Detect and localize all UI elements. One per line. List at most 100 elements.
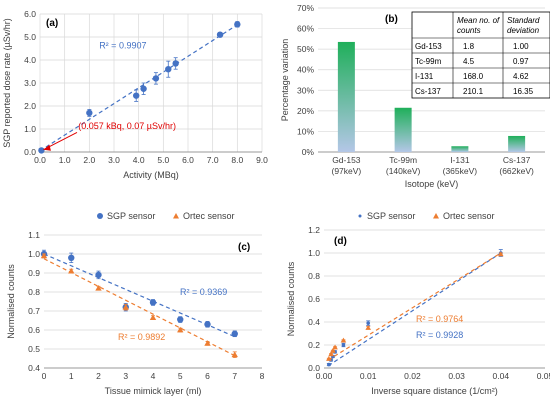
sgp-point [38, 147, 45, 154]
x-axis-label: Activity (MBq) [123, 170, 179, 180]
x-axis-label: Tissue mimick layer (ml) [105, 386, 202, 396]
ortec-point [498, 251, 504, 257]
x-tick-label: 4.0 [133, 155, 145, 165]
y-tick-label: 60% [297, 24, 314, 34]
x-tick-label: 1.0 [59, 155, 71, 165]
y-tick-label: 20% [297, 106, 314, 116]
annotation-text: (0.057 kBq, 0.07 µSv/hr) [78, 121, 176, 131]
x-tick-energy: (365keV) [443, 166, 478, 176]
y-tick-label: 0.8 [28, 287, 40, 297]
y-axis-label: Percentage variation [280, 39, 290, 122]
x-tick-label: Gd-153 [332, 155, 361, 165]
sgp-point [327, 362, 331, 367]
x-tick-label: 7 [232, 371, 237, 381]
trendline-ortec [43, 258, 236, 357]
x-tick-label: 0.02 [404, 371, 421, 381]
y-tick-label: 6.0 [24, 9, 36, 19]
r2-label-ortec: R² = 0.9892 [118, 332, 165, 342]
sgp-point [140, 85, 147, 92]
ortec-point [332, 344, 338, 350]
y-axis-label: Normalised counts [6, 264, 16, 339]
x-tick-label: 7.0 [207, 155, 219, 165]
x-tick-label: 6.0 [182, 155, 194, 165]
table-cell: 4.5 [463, 57, 475, 66]
y-tick-label: 0.2 [308, 340, 320, 350]
x-tick-label: 0.05 [537, 371, 550, 381]
r2-label-sgp: R² = 0.9928 [416, 330, 463, 340]
sgp-point [149, 299, 157, 306]
r2-label-sgp: R² = 0.9369 [180, 287, 227, 297]
table-cell: 168.0 [463, 72, 484, 81]
ortec-point [95, 285, 102, 291]
legend-ortec-marker [433, 213, 439, 219]
y-tick-label: 30% [297, 85, 314, 95]
y-tick-label: 0.9 [28, 268, 40, 278]
bar [337, 41, 355, 152]
sgp-point [86, 109, 93, 117]
x-tick-label: 0 [42, 371, 47, 381]
sgp-point [177, 316, 184, 323]
sgp-point [204, 321, 211, 328]
ortec-point [40, 252, 48, 259]
y-tick-label: 0% [302, 147, 315, 157]
table-cell: 210.1 [463, 87, 484, 96]
x-tick-label: 0.03 [448, 371, 465, 381]
sgp-point [68, 254, 75, 261]
x-tick-label: 0.00 [316, 371, 333, 381]
y-tick-label: 0.5 [28, 344, 40, 354]
y-tick-label: 1.0 [308, 248, 320, 258]
bar [508, 135, 526, 152]
y-tick-label: 40% [297, 65, 314, 75]
y-tick-label: 1.0 [24, 124, 36, 134]
table-cell: 1.8 [463, 42, 475, 51]
sgp-point [216, 31, 224, 38]
r2-label-a: R² = 0.9907 [99, 41, 146, 51]
y-tick-label: 1.1 [28, 230, 40, 240]
x-tick-label: 6 [205, 371, 210, 381]
table-cell: Gd-153 [415, 42, 442, 51]
y-tick-label: 1.0 [28, 249, 40, 259]
ortec-point [68, 267, 75, 274]
x-tick-label: 1 [69, 371, 74, 381]
y-axis-label: Normalised counts [286, 261, 296, 336]
x-axis-label: Inverse square distance (1/cm²) [371, 386, 498, 396]
x-tick-label: 3 [123, 371, 128, 381]
legend-sgp-marker [358, 214, 362, 218]
sgp-point [95, 271, 102, 279]
ortec-point [326, 356, 332, 361]
y-tick-label: 0.0 [308, 363, 320, 373]
y-tick-label: 0.0 [24, 147, 36, 157]
table-cell: 0.97 [513, 57, 529, 66]
annotation-arrowhead [43, 144, 51, 151]
y-tick-label: 0.6 [308, 294, 320, 304]
x-tick-energy: (140keV) [386, 166, 421, 176]
legend-ortec-label: Ortec sensor [183, 211, 235, 221]
x-tick-label: 5 [178, 371, 183, 381]
y-tick-label: 1.2 [308, 225, 320, 235]
y-tick-label: 50% [297, 44, 314, 54]
ortec-point [204, 340, 211, 346]
panel-label-a: (a) [46, 18, 58, 29]
panel-label-b: (b) [385, 14, 398, 25]
table-header: Standard deviation [507, 16, 540, 35]
x-tick-label: 2 [96, 371, 101, 381]
table-cell: Tc-99m [415, 57, 442, 66]
bar [394, 107, 412, 152]
x-tick-label: 0.04 [493, 371, 510, 381]
legend-sgp-marker [97, 213, 103, 219]
ortec-point [122, 304, 129, 310]
table-cell: Cs-137 [415, 87, 441, 96]
x-tick-label: Tc-99m [389, 155, 417, 165]
table-cell: 4.62 [513, 72, 529, 81]
x-tick-label: 8 [260, 371, 265, 381]
trendline-ortec [328, 252, 502, 361]
sgp-point [165, 66, 172, 73]
ortec-point [231, 351, 238, 358]
sgp-point [133, 92, 140, 99]
x-tick-label: 8.0 [231, 155, 243, 165]
table-cell: I-131 [415, 72, 434, 81]
r2-label-ortec: R² = 0.9764 [416, 314, 463, 324]
sgp-point [231, 330, 238, 337]
panel-label-c: (c) [238, 242, 250, 253]
